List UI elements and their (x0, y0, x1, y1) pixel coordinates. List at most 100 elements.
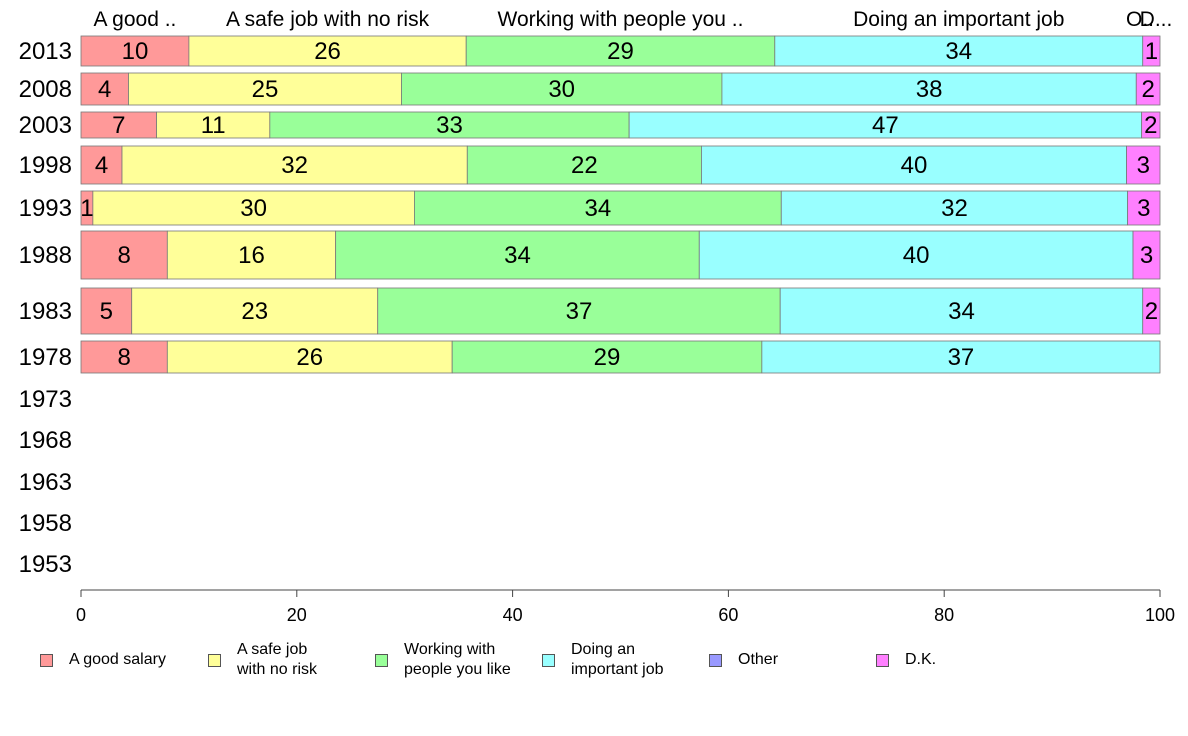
legend-item-3: Doing an important job (542, 640, 664, 680)
bar-1983-series-3 (779, 287, 1144, 335)
data-label-1983-series-1: 23 (241, 298, 268, 325)
data-label-2003-series-0: 7 (112, 112, 125, 139)
data-label-1998-series-5: 3 (1137, 152, 1150, 179)
bar-1983-series-2 (377, 287, 781, 335)
bar-2003-series-5 (1141, 111, 1161, 139)
bar-2008-series-2 (401, 72, 723, 106)
category-label-1958: 1958 (19, 510, 72, 537)
data-label-2003-series-3: 47 (872, 112, 899, 139)
category-label-1993: 1993 (19, 195, 72, 222)
bar-2013-series-3 (774, 35, 1144, 67)
bar-2003-series-1 (156, 111, 271, 139)
bar-1988-series-0 (80, 230, 168, 280)
category-label-1968: 1968 (19, 427, 72, 454)
bar-1978-series-3 (761, 340, 1161, 374)
bar-1978-series-1 (166, 340, 453, 374)
series-top-label-1: A safe job with no risk (226, 8, 430, 31)
legend-item-4: Other (709, 650, 778, 670)
data-label-2003-series-2: 33 (436, 112, 463, 139)
data-label-1978-series-2: 29 (594, 344, 621, 371)
data-label-1988-series-1: 16 (238, 242, 265, 269)
data-label-2013-series-0: 10 (122, 38, 149, 65)
bar-1998-series-3 (701, 145, 1127, 185)
category-label-2003: 2003 (19, 112, 72, 139)
legend-label: D.K. (905, 651, 937, 668)
bar-1993-series-1 (92, 190, 415, 226)
bar-1998-series-2 (466, 145, 702, 185)
bar-1988-series-3 (698, 230, 1134, 280)
legend-swatch (709, 653, 722, 667)
data-label-2013-series-5: 1 (1145, 38, 1158, 65)
data-label-1998-series-2: 22 (571, 152, 598, 179)
legend-swatch (40, 653, 53, 667)
bar-1988-series-2 (335, 230, 700, 280)
data-label-2013-series-1: 26 (314, 38, 341, 65)
data-label-1988-series-3: 40 (903, 242, 930, 269)
data-label-2008-series-3: 38 (916, 76, 943, 103)
data-label-1983-series-5: 2 (1145, 298, 1158, 325)
series-top-label-5: D... (1140, 8, 1173, 31)
legend-swatch (208, 653, 221, 667)
legend-item-2: Working with people you like (375, 640, 511, 680)
category-label-1988: 1988 (19, 242, 72, 269)
bar-2003-series-0 (80, 111, 157, 139)
bar-1998-series-5 (1126, 145, 1161, 185)
data-label-1993-series-5: 3 (1137, 195, 1150, 222)
bar-1993-series-3 (780, 190, 1129, 226)
bar-1983-series-5 (1142, 287, 1161, 335)
data-label-2013-series-3: 34 (945, 38, 972, 65)
data-label-2003-series-5: 2 (1144, 112, 1157, 139)
data-label-1998-series-3: 40 (901, 152, 928, 179)
legend-label: A safe job with no risk (237, 641, 318, 678)
x-tick-label-60: 60 (718, 605, 738, 625)
legend-label: Doing an important job (571, 641, 664, 678)
data-label-1983-series-3: 34 (948, 298, 975, 325)
x-tick-label-40: 40 (503, 605, 523, 625)
data-label-1978-series-1: 26 (296, 344, 323, 371)
data-label-1998-series-0: 4 (95, 152, 108, 179)
data-label-2013-series-2: 29 (607, 38, 634, 65)
bar-2008-series-3 (721, 72, 1137, 106)
bar-1983-series-1 (131, 287, 379, 335)
legend-swatch (876, 653, 889, 667)
category-label-1998: 1998 (19, 152, 72, 179)
bar-2013-series-5 (1142, 35, 1161, 67)
bar-1993-series-2 (414, 190, 782, 226)
bar-2013-series-0 (80, 35, 190, 67)
bar-2008-series-5 (1135, 72, 1161, 106)
category-label-1978: 1978 (19, 344, 72, 371)
legend-label: Working with people you like (404, 641, 511, 678)
data-label-1988-series-2: 34 (504, 242, 531, 269)
stacked-bar-chart: 2013 20 0 8 2003 1998 1993 1988 1983 1978 1973 1968… (19, 8, 1175, 625)
category-label-1973: 1973 (19, 386, 72, 413)
category-label-2013: 2013 (19, 38, 72, 65)
data-label-1978-series-3: 37 (948, 344, 975, 371)
legend-item-5: D.K. (876, 650, 936, 670)
x-tick-label-0: 0 (76, 605, 86, 625)
data-label-1993-series-2: 34 (584, 195, 611, 222)
data-label-2008-series-2: 30 (548, 76, 575, 103)
legend-swatch (375, 653, 388, 667)
data-label-1978-series-0: 8 (117, 344, 130, 371)
bar-2013-series-1 (188, 35, 467, 67)
series-top-label-2: Working with people you .. (498, 8, 744, 31)
data-label-1998-series-1: 32 (281, 152, 308, 179)
bar-1978-series-2 (451, 340, 763, 374)
bar-2003-series-2 (269, 111, 630, 139)
bar-1988-series-5 (1132, 230, 1161, 280)
x-tick-label-100: 100 (1145, 605, 1175, 625)
bar-1993-series-5 (1127, 190, 1161, 226)
x-tick-label-20: 20 (287, 605, 307, 625)
category-label-1953: 1953 (19, 551, 72, 578)
data-label-2008-series-1: 25 (252, 76, 279, 103)
legend-item-0: A good salary (40, 650, 166, 670)
legend-label: A good salary (69, 651, 166, 668)
data-label-2003-series-1: 11 (201, 112, 226, 139)
data-label-2008-series-0: 4 (98, 76, 111, 103)
category-label-1983: 1983 (19, 298, 72, 325)
data-label-1988-series-0: 8 (117, 242, 130, 269)
data-label-1983-series-2: 37 (566, 298, 593, 325)
legend: A good salary A safe job with no risk Work… (0, 638, 1188, 698)
bar-2003-series-3 (628, 111, 1143, 139)
bar-1998-series-1 (121, 145, 468, 185)
